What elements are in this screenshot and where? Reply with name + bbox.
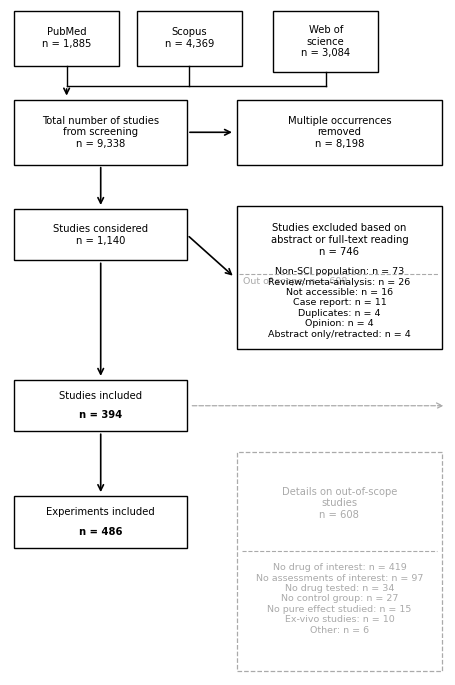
FancyBboxPatch shape	[273, 11, 377, 73]
FancyBboxPatch shape	[237, 100, 441, 165]
Text: Web of
science
n = 3,084: Web of science n = 3,084	[300, 25, 349, 58]
FancyBboxPatch shape	[237, 452, 441, 671]
Text: Out of scope: n = 608: Out of scope: n = 608	[242, 277, 346, 286]
Text: Total number of studies
from screening
n = 9,338: Total number of studies from screening n…	[42, 116, 159, 149]
Text: Details on out-of-scope
studies
n = 608: Details on out-of-scope studies n = 608	[281, 486, 396, 520]
Text: PubMed
n = 1,885: PubMed n = 1,885	[42, 27, 91, 49]
Text: Scopus
n = 4,369: Scopus n = 4,369	[164, 27, 213, 49]
FancyBboxPatch shape	[137, 11, 241, 66]
Text: No drug of interest: n = 419
No assessments of interest: n = 97
No drug tested: : No drug of interest: n = 419 No assessme…	[255, 563, 422, 634]
FancyBboxPatch shape	[14, 380, 187, 432]
FancyBboxPatch shape	[14, 11, 119, 66]
FancyBboxPatch shape	[14, 100, 187, 165]
Text: n = 394: n = 394	[79, 410, 122, 421]
Text: Studies considered
n = 1,140: Studies considered n = 1,140	[53, 224, 148, 246]
Text: Multiple occurrences
removed
n = 8,198: Multiple occurrences removed n = 8,198	[287, 116, 390, 149]
Text: n = 486: n = 486	[79, 527, 122, 536]
Text: Studies excluded based on
abstract or full-text reading
n = 746: Studies excluded based on abstract or fu…	[270, 223, 407, 257]
FancyBboxPatch shape	[14, 209, 187, 260]
Text: Studies included: Studies included	[59, 391, 142, 401]
Text: Experiments included: Experiments included	[46, 508, 155, 517]
FancyBboxPatch shape	[14, 497, 187, 547]
Text: Non-SCI population: n = 73
Review/meta-analysis: n = 26
Not accessible: n = 16
C: Non-SCI population: n = 73 Review/meta-a…	[268, 267, 410, 338]
FancyBboxPatch shape	[237, 206, 441, 349]
